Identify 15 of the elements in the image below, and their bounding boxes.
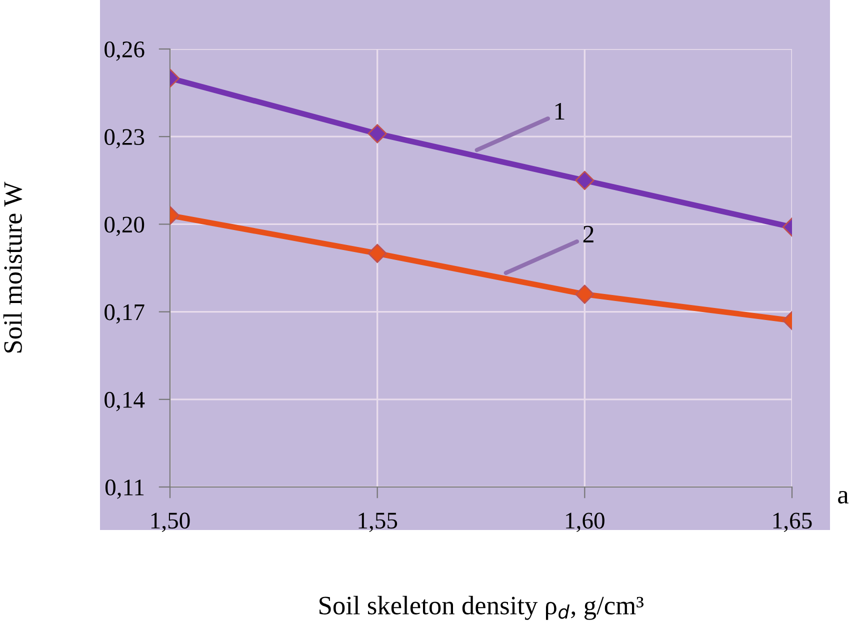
x-tick-label: 1,55 [358, 512, 398, 532]
y-tick-label: 0,26 [104, 41, 144, 61]
y-tick-label: 0,20 [104, 216, 144, 236]
annotation: 2 [583, 226, 594, 242]
y-tick-label: 0,17 [104, 304, 144, 324]
text: a [838, 490, 848, 504]
y-tick-label: 0,11 [105, 479, 144, 499]
y-tick-label: 0,23 [104, 129, 144, 148]
x-tick-label: 1,60 [566, 512, 604, 532]
x-tick-label: 1,65 [773, 512, 812, 532]
y-axis-title: Soil moisture W [3, 182, 22, 352]
x-axis-title: Soil skeleton density ρ$_{d}$, g/cm³ [320, 596, 644, 620]
annotation: 1 [555, 102, 564, 120]
y-tick-label: 0,14 [104, 392, 145, 412]
x-tick-label: 1,50 [151, 512, 190, 532]
